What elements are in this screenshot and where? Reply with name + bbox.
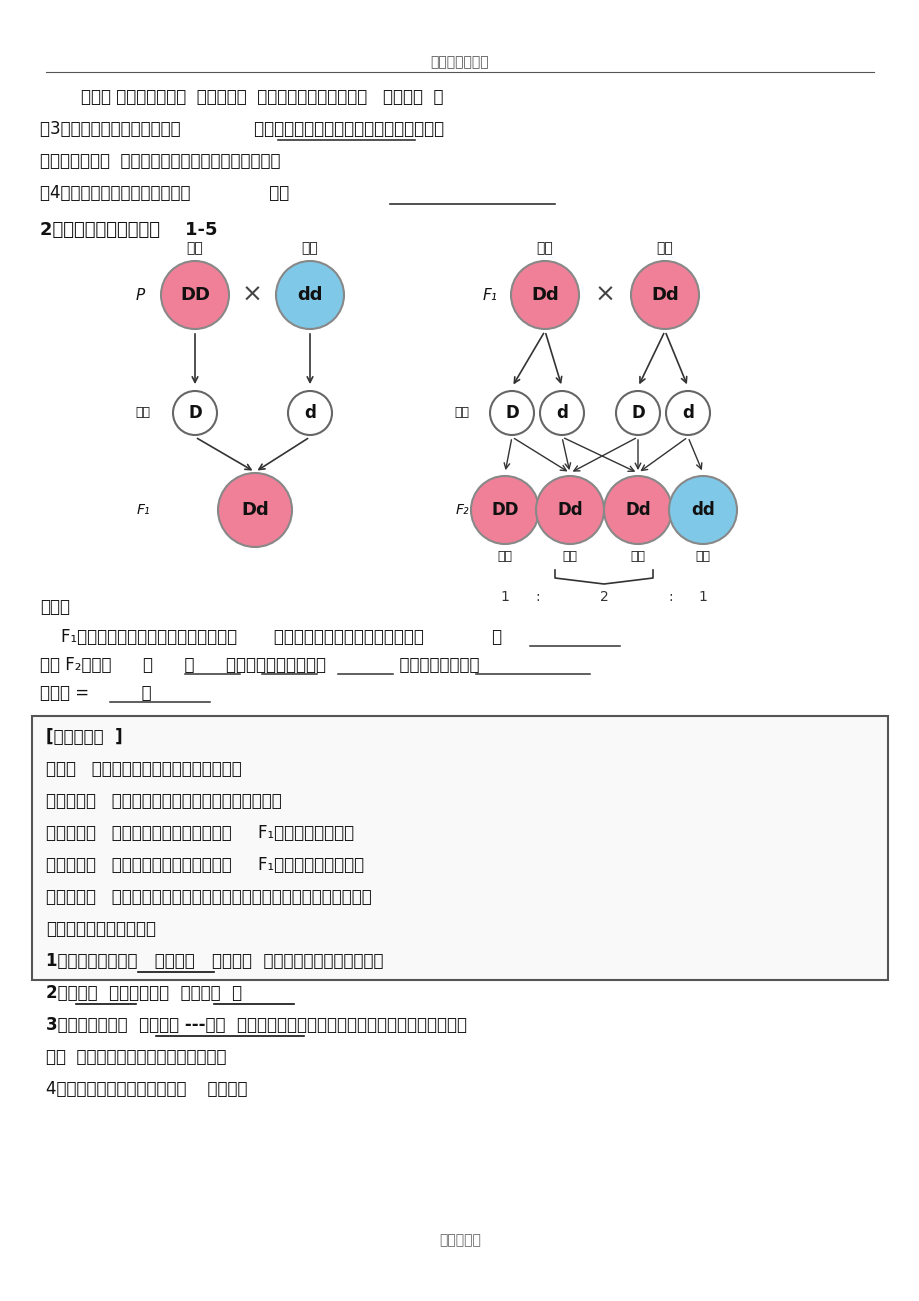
- Circle shape: [604, 476, 671, 544]
- Text: 矮茎: 矮茎: [301, 241, 318, 255]
- Text: Dd: Dd: [625, 501, 650, 519]
- Circle shape: [218, 474, 291, 546]
- Circle shape: [288, 392, 332, 435]
- Circle shape: [161, 262, 229, 329]
- Text: 不同的配子中。  配子中只含每对遗传因子中的一个。: 不同的配子中。 配子中只含每对遗传因子中的一个。: [40, 152, 280, 170]
- Circle shape: [490, 392, 533, 435]
- Text: 孟德尔对分离现象的解释: 孟德尔对分离现象的解释: [46, 920, 156, 938]
- Text: 高茎: 高茎: [187, 241, 203, 255]
- Text: :: :: [535, 589, 539, 604]
- Text: F₂: F₂: [455, 503, 469, 516]
- Text: 杂合体 表现出来的性状  不稳定遗传  ，自交或测交后代均发生   性状分离  。: 杂合体 表现出来的性状 不稳定遗传 ，自交或测交后代均发生 性状分离 。: [60, 88, 443, 105]
- Text: 隐性性状：   具有相对性状的亲本杂交，     F₁不显现出来的性状。: 隐性性状： 具有相对性状的亲本杂交， F₁不显现出来的性状。: [46, 856, 364, 874]
- Circle shape: [173, 392, 217, 435]
- Text: （3）生物体在形成生殖细胞（              ）时，成对的遗传因子彼此分离，分别进入: （3）生物体在形成生殖细胞（ ）时，成对的遗传因子彼此分离，分别进入: [40, 120, 444, 138]
- Text: F₁形成的雌雄配子种类、比值都相等。       两种雌配子和两种雄配子结合机会             ，: F₁形成的雌雄配子种类、比值都相等。 两种雌配子和两种雄配子结合机会 ，: [40, 628, 502, 647]
- Text: ×: ×: [241, 284, 262, 307]
- Text: D: D: [630, 405, 644, 422]
- Text: 性状：   生物体形态特征和生理特征的总称: 性状： 生物体形态特征和生理特征的总称: [46, 760, 242, 778]
- Text: 2: 2: [599, 589, 607, 604]
- Text: 2、体细胞  中遗传因子是  成对存在  的: 2、体细胞 中遗传因子是 成对存在 的: [46, 984, 242, 1002]
- Text: :: :: [667, 589, 672, 604]
- Text: d: d: [304, 405, 315, 422]
- Text: 高：矮 =          。: 高：矮 = 。: [40, 684, 152, 703]
- Circle shape: [536, 476, 604, 544]
- Text: 1: 1: [698, 589, 707, 604]
- Text: DD: DD: [491, 501, 518, 519]
- Circle shape: [510, 262, 578, 329]
- Text: F₁: F₁: [482, 288, 497, 303]
- Text: 高中生物必修二: 高中生物必修二: [430, 55, 489, 69]
- Text: 性状分离：   杂种的自交后代中，同时出现显性性状和隐性性状的现象。: 性状分离： 杂种的自交后代中，同时出现显性性状和隐性性状的现象。: [46, 889, 371, 905]
- Text: d: d: [681, 405, 693, 422]
- Text: 矮茎: 矮茎: [695, 550, 709, 563]
- Text: 4、受精时，雌雄配子的结合是    随机的。: 4、受精时，雌雄配子的结合是 随机的。: [46, 1080, 247, 1098]
- Text: 3、生物体在形成  生殖细胞 ---配子  时，成对的遗传因子彼此分离，分别进入不同的配子: 3、生物体在形成 生殖细胞 ---配子 时，成对的遗传因子彼此分离，分别进入不同…: [46, 1016, 467, 1034]
- Text: 高茎: 高茎: [562, 550, 577, 563]
- Text: dd: dd: [690, 501, 714, 519]
- Circle shape: [668, 476, 736, 544]
- Text: 1、生物的性状是由   遗传因子   决定的。  遗传因子不融合、不消失。: 1、生物的性状是由 遗传因子 决定的。 遗传因子不融合、不消失。: [46, 952, 383, 971]
- Text: D: D: [505, 405, 518, 422]
- Text: 生物必修二: 生物必修二: [438, 1233, 481, 1246]
- Text: 高茎: 高茎: [536, 241, 552, 255]
- Text: Dd: Dd: [651, 286, 678, 304]
- Text: F₁: F₁: [136, 503, 150, 516]
- Text: 因此 F₂便有了      、      、      三种基因组合，比例为              ，在性状上则近于: 因此 F₂便有了 、 、 三种基因组合，比例为 ，在性状上则近于: [40, 656, 479, 674]
- Text: 相对性状：   一种生物的同一性状的不同表现类型。: 相对性状： 一种生物的同一性状的不同表现类型。: [46, 792, 281, 811]
- Text: D: D: [187, 405, 201, 422]
- Circle shape: [630, 262, 698, 329]
- Circle shape: [539, 392, 584, 435]
- Text: （4）受精时，雌雄配子的结合是               的。: （4）受精时，雌雄配子的结合是 的。: [40, 183, 289, 202]
- Text: 高茎: 高茎: [656, 241, 673, 255]
- Text: 显性性状：   具有相对性状的亲本杂交，     F₁显现出来的性状。: 显性性状： 具有相对性状的亲本杂交， F₁显现出来的性状。: [46, 824, 354, 842]
- Text: 高茎: 高茎: [630, 550, 645, 563]
- Circle shape: [665, 392, 709, 435]
- Text: 高茎: 高茎: [497, 550, 512, 563]
- Text: [记忆节节清  ]: [记忆节节清 ]: [46, 729, 122, 745]
- Text: Dd: Dd: [530, 286, 558, 304]
- Circle shape: [616, 392, 659, 435]
- Text: DD: DD: [180, 286, 210, 304]
- Text: dd: dd: [297, 286, 323, 304]
- Text: 2、观察遗传分析图解图    1-5: 2、观察遗传分析图解图 1-5: [40, 221, 217, 239]
- Circle shape: [276, 262, 344, 329]
- Text: ×: ×: [594, 284, 615, 307]
- Text: Dd: Dd: [557, 501, 582, 519]
- Text: P: P: [135, 288, 144, 303]
- Text: Dd: Dd: [241, 501, 268, 519]
- FancyBboxPatch shape: [32, 716, 887, 980]
- Text: 配子: 配子: [135, 406, 151, 419]
- Circle shape: [471, 476, 539, 544]
- Text: 1: 1: [500, 589, 509, 604]
- Text: 中。  配子中只含每对遗传因子的一个。: 中。 配子中只含每对遗传因子的一个。: [46, 1049, 226, 1066]
- Text: 配子: 配子: [454, 406, 469, 419]
- Text: d: d: [555, 405, 567, 422]
- Text: 思考：: 思考：: [40, 598, 70, 615]
